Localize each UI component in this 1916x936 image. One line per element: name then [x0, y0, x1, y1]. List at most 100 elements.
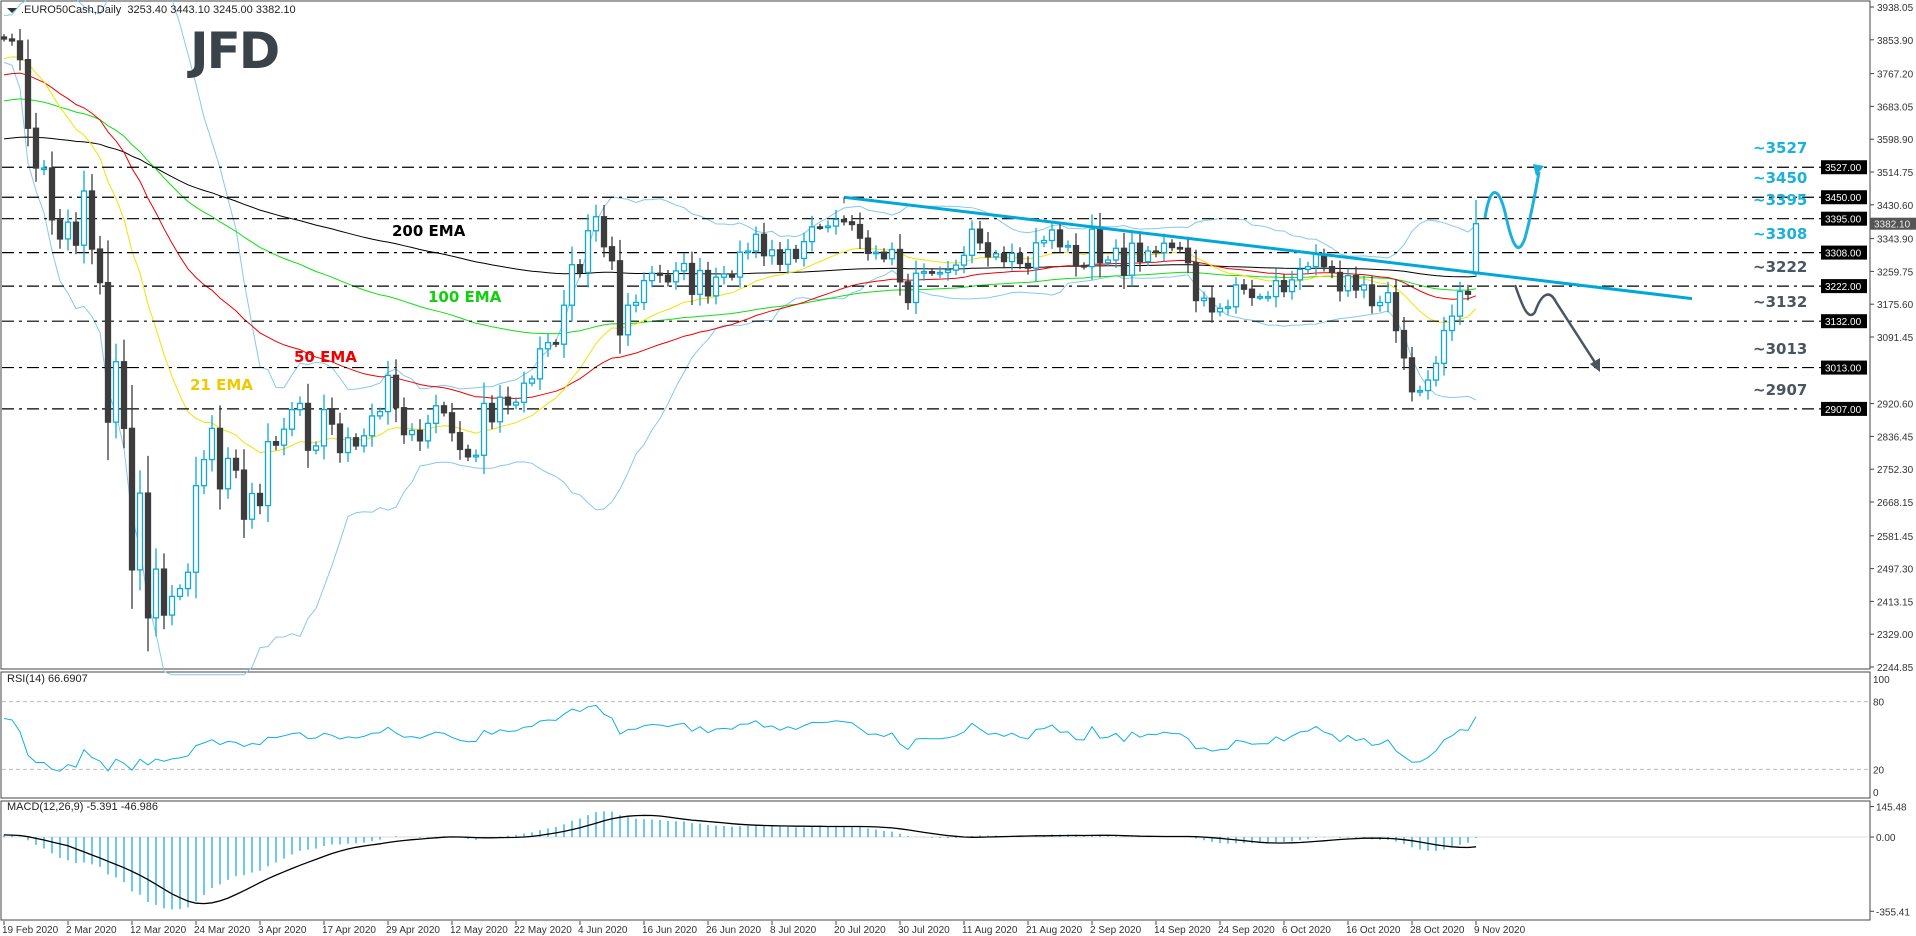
- candle-bull: [1256, 295, 1264, 299]
- candle-bear: [656, 272, 664, 276]
- candle-bull: [312, 445, 320, 451]
- price-tick-label: 2752.30: [1877, 465, 1914, 476]
- rsi-tick-label: 100: [1873, 675, 1890, 686]
- date-label: 6 Oct 2020: [1282, 925, 1331, 936]
- candle-bear: [304, 402, 312, 451]
- price-tick-label: 3343.90: [1877, 235, 1914, 246]
- candle-bear: [928, 271, 936, 274]
- date-label: 19 Feb 2020: [2, 925, 59, 936]
- level-axis-box: [1821, 160, 1867, 175]
- candle-bear: [1240, 284, 1248, 290]
- descending-trendline[interactable]: [843, 195, 1693, 301]
- candle-bull: [1440, 329, 1448, 364]
- level-axis-box: [1821, 190, 1867, 205]
- level-label-3308: ~3308: [1753, 224, 1808, 243]
- candle-bull: [1384, 292, 1392, 304]
- level-axis-box: [1821, 401, 1867, 416]
- date-label: 24 Sep 2020: [1218, 925, 1275, 936]
- level-label-3013: ~3013: [1753, 339, 1808, 358]
- candle-bear: [456, 432, 464, 451]
- level-label-2907: ~2907: [1753, 380, 1808, 399]
- price-tick-label: 2668.15: [1877, 498, 1914, 509]
- candle-bear: [984, 242, 992, 258]
- candle-bear: [1120, 247, 1128, 276]
- level-axis-label: 2907.00: [1825, 405, 1862, 416]
- candle-bear: [16, 40, 24, 61]
- candle-bear: [1176, 246, 1184, 250]
- candle-bear: [120, 361, 128, 430]
- candle-bull: [696, 269, 704, 295]
- candle-bull: [1448, 315, 1456, 332]
- level-label-3222: ~3222: [1753, 258, 1808, 277]
- price-tick-label: 2920.60: [1877, 400, 1914, 411]
- candle-bull: [768, 249, 776, 257]
- macd-signal-line: [3, 814, 1477, 905]
- candle-bull: [512, 401, 520, 406]
- bearish-scenario-arrow: [1513, 284, 1598, 365]
- date-label: 4 Jun 2020: [578, 925, 628, 936]
- candle-bull: [1032, 242, 1040, 269]
- level-axis-box: [1821, 360, 1867, 375]
- candle-bull: [264, 440, 272, 507]
- dropdown-triangle-icon[interactable]: [7, 7, 17, 13]
- main-pane-frame: [0, 0, 1871, 670]
- candle-bull: [320, 409, 328, 447]
- candle-bear: [856, 223, 864, 239]
- candle-bull: [1344, 274, 1352, 292]
- rsi-label: RSI(14) 66.6907: [7, 673, 88, 685]
- candle-bull: [176, 587, 184, 598]
- candle-bear: [1208, 297, 1216, 313]
- candle-bull: [1416, 389, 1424, 393]
- candle-bull: [288, 409, 296, 430]
- candle-bull: [184, 571, 192, 590]
- candle-bear: [328, 409, 336, 425]
- candle-bull: [960, 254, 968, 266]
- candle-bear: [1096, 228, 1104, 264]
- candle-bear: [1248, 288, 1256, 299]
- candle-bear: [1080, 264, 1088, 268]
- candle-bull: [344, 437, 352, 454]
- candle-bear: [1056, 229, 1064, 248]
- candle-bull: [1272, 280, 1280, 298]
- candle-bear: [72, 221, 80, 246]
- macd-pane-frame: [0, 800, 1871, 921]
- candle-bull: [1224, 306, 1232, 309]
- rsi-tick-label: 0: [1873, 788, 1879, 799]
- candle-bull: [1288, 279, 1296, 293]
- date-label: 29 Apr 2020: [386, 925, 440, 936]
- candle-bull: [192, 485, 200, 573]
- candle-bear: [1408, 357, 1416, 393]
- level-label-3132: ~3132: [1753, 293, 1808, 312]
- candle-bull: [152, 568, 160, 619]
- candle-bear: [1016, 252, 1024, 265]
- candle-bear: [1168, 242, 1176, 249]
- candle-bull: [992, 253, 1000, 258]
- candle-bear: [440, 405, 448, 414]
- candle-bear: [816, 226, 824, 230]
- candle-bull: [800, 241, 808, 260]
- candle-bear: [1152, 250, 1160, 254]
- candle-bull: [632, 301, 640, 306]
- candle-bull: [1216, 307, 1224, 313]
- candle-bull: [1200, 297, 1208, 302]
- candle-bull: [736, 251, 744, 278]
- level-label-3450: ~3450: [1753, 169, 1808, 188]
- candle-bull: [1064, 244, 1072, 248]
- candle-bull: [1264, 295, 1272, 299]
- candle-bear: [600, 216, 608, 248]
- candle-bull: [200, 458, 208, 487]
- candle-bull: [480, 402, 488, 456]
- candle-bull: [720, 273, 728, 278]
- candle-bear: [256, 492, 264, 507]
- candle-bear: [1000, 253, 1008, 263]
- candle-bull: [224, 457, 232, 490]
- candle-bear: [704, 269, 712, 297]
- ema21-line: [3, 56, 1477, 454]
- level-axis-box: [1821, 279, 1867, 294]
- candle-bull: [296, 402, 304, 411]
- price-tick-label: 3091.45: [1877, 333, 1914, 344]
- candle-bull: [752, 233, 760, 252]
- candle-bull: [64, 221, 72, 240]
- candle-bull: [376, 410, 384, 417]
